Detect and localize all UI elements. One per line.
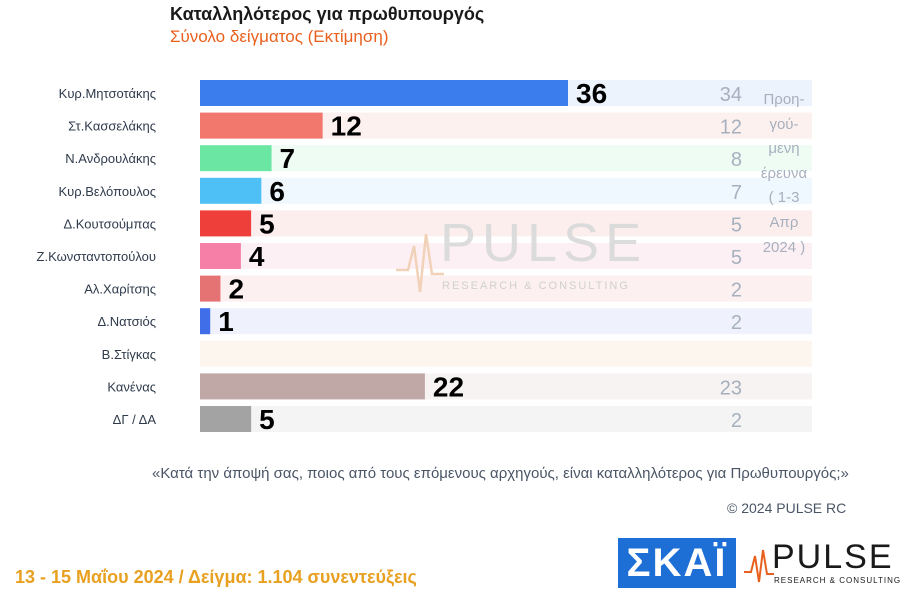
previous-note-line: 2024 )	[762, 238, 806, 256]
row-background	[200, 308, 812, 335]
category-label: Δ.Κουτσούμπας	[63, 216, 156, 231]
category-label: Κανένας	[107, 379, 156, 394]
copyright: © 2024 PULSE RC	[727, 500, 847, 516]
category-label: Β.Στίγκας	[102, 347, 156, 362]
previous-value-label: 23	[720, 377, 742, 399]
row-background	[200, 275, 812, 302]
previous-value-label: 12	[720, 117, 742, 139]
bar	[200, 210, 252, 237]
bar	[200, 373, 425, 400]
value-label: 12	[331, 111, 362, 142]
previous-value-label: 5	[731, 247, 742, 269]
bar	[200, 145, 272, 172]
pulse-logo-word: PULSE	[772, 538, 894, 576]
category-label: Αλ.Χαρίτσης	[84, 282, 156, 297]
watermark-subtext: RESEARCH & CONSULTING	[442, 280, 630, 292]
bar	[200, 308, 211, 335]
value-label: 4	[249, 241, 265, 272]
value-label: 5	[259, 208, 275, 239]
value-label: 2	[228, 274, 244, 305]
chart-title: Καταλληλότερος για πρωθυπουργός	[170, 4, 485, 24]
survey-dates-sample: 13 - 15 Μαΐου 2024 / Δείγμα: 1.104 συνεν…	[15, 567, 417, 587]
previous-note-line: Προη-	[763, 91, 805, 108]
value-label: 1	[218, 306, 234, 337]
row-background	[200, 406, 812, 432]
category-label: Στ.Κασσελάκης	[68, 119, 156, 134]
category-label: ΔΓ / ΔΑ	[113, 412, 157, 427]
bar	[200, 177, 262, 204]
watermark-wave-icon	[396, 233, 444, 293]
bar	[200, 243, 241, 269]
watermark-text: PULSE	[440, 213, 648, 273]
pulse-wave-icon	[744, 549, 774, 583]
skai-logo: ΣΚΑΪ	[618, 538, 736, 588]
category-label: Ν.Ανδρουλάκης	[65, 151, 156, 166]
previous-value-label: 2	[731, 410, 742, 432]
pulse-logo: PULSE RESEARCH & CONSULTING	[744, 538, 900, 588]
chart-subtitle: Σύνολο δείγματος (Εκτίμηση)	[170, 27, 389, 46]
category-label: Ζ.Κωνσταντοπούλου	[37, 249, 156, 264]
previous-note-line: γού-	[769, 115, 799, 133]
previous-note-line: μενη	[768, 140, 800, 158]
value-label: 7	[280, 143, 296, 174]
value-label: 22	[433, 371, 464, 402]
previous-value-label: 2	[731, 280, 742, 302]
bar	[200, 406, 252, 432]
previous-note-line: Απρ	[769, 213, 799, 231]
row-background	[200, 340, 812, 367]
survey-question: «Κατά την άποψή σας, ποιος από τους επόμ…	[152, 465, 849, 482]
pulse-logo-sub: RESEARCH & CONSULTING	[774, 576, 900, 585]
previous-value-label: 7	[731, 182, 742, 204]
category-label: Κυρ.Μητσοτάκης	[59, 86, 156, 101]
row-background	[200, 243, 812, 269]
row-background	[200, 210, 812, 237]
value-label: 36	[576, 78, 607, 109]
bar	[200, 112, 323, 139]
bar	[200, 80, 568, 106]
previous-note-line: ( 1-3	[768, 189, 800, 207]
previous-value-label: 34	[720, 84, 742, 106]
category-label: Δ.Νατσιός	[97, 314, 156, 329]
category-label: Κυρ.Βελόπουλος	[58, 184, 156, 199]
row-background	[200, 177, 812, 204]
value-label: 6	[269, 176, 285, 207]
previous-note-line: έρευνα	[760, 164, 808, 182]
bar	[200, 275, 221, 302]
row-background	[200, 145, 812, 172]
previous-value-label: 8	[731, 149, 742, 171]
previous-value-label: 5	[731, 214, 742, 236]
value-label: 5	[259, 404, 275, 435]
previous-value-label: 2	[731, 312, 742, 334]
previous-survey-note: Προη- γού- μενη έρευνα ( 1-3 Απρ 2024 )	[752, 88, 816, 260]
